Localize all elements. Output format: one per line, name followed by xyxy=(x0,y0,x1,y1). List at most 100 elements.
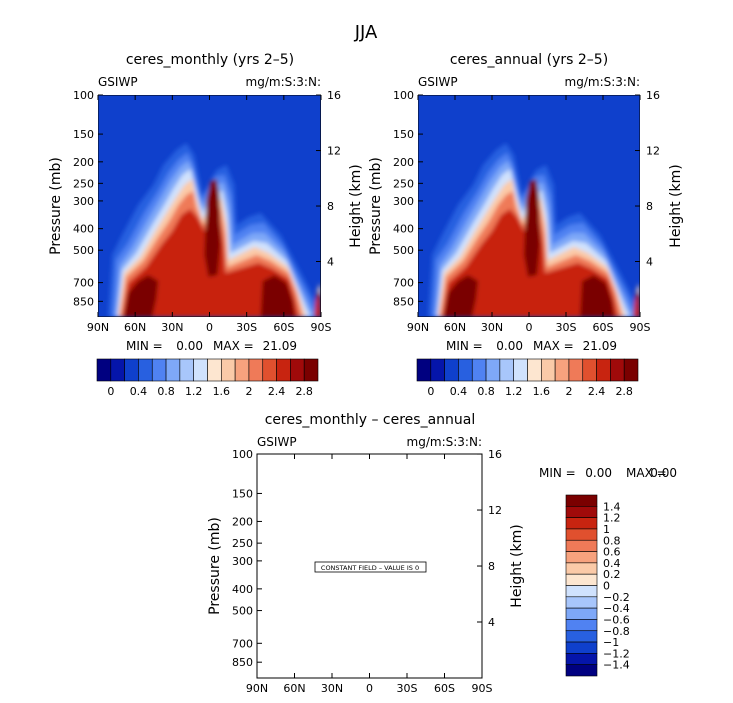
axes: 90N 60N 30N 0 30S 60S 90S 100 150 200 250 300 400 500… xyxy=(232,448,502,695)
x-tick-label: 0 xyxy=(526,321,533,334)
panel-ceres-monthly: ceres_monthly (yrs 2–5) GSIWP mg/m:S:3:N… xyxy=(48,52,364,398)
colorbar-swatch xyxy=(565,641,598,654)
y-tick-label: 400 xyxy=(73,223,94,236)
y-tick-label: 150 xyxy=(232,487,253,500)
y-tick-label: 850 xyxy=(393,295,414,308)
x-tick-label: 60S xyxy=(434,682,455,695)
colorbar-tick-label: 0 xyxy=(603,580,610,593)
y-tick-label: 250 xyxy=(73,177,94,190)
colorbar-swatch xyxy=(138,358,153,382)
colorbar-swatch xyxy=(96,358,112,382)
y-tick-label: 400 xyxy=(393,223,414,236)
colorbar-swatch xyxy=(568,358,584,382)
y-tick-label: 150 xyxy=(73,128,94,141)
y2-tick-label: 4 xyxy=(488,616,495,629)
y-tick-label: 850 xyxy=(73,295,94,308)
colorbar-tick-label: −0.6 xyxy=(603,613,630,626)
variable-label: GSIWP xyxy=(257,435,297,449)
colorbar-swatch xyxy=(430,358,445,382)
max-label: MAX = xyxy=(213,339,254,353)
colorbar-tick-label: 0.8 xyxy=(477,385,495,398)
colorbar-tick-label: −0.4 xyxy=(603,602,630,615)
colorbar: 0 0.4 0.8 1.2 1.6 2 2.4 2.8 xyxy=(96,358,319,398)
y-tick-label: 250 xyxy=(232,537,253,550)
colorbar-swatch xyxy=(565,585,598,598)
y-tick-label: 200 xyxy=(232,515,253,528)
colorbar-tick-label: 0.4 xyxy=(130,385,148,398)
constant-field-label: CONSTANT FIELD – VALUE IS 0 xyxy=(321,564,419,572)
colorbar-swatch xyxy=(193,358,208,382)
colorbar-tick-label: 1.2 xyxy=(603,512,621,525)
colorbar-swatch xyxy=(303,358,319,382)
y-tick-label: 400 xyxy=(232,583,253,596)
x-tick-label: 90N xyxy=(407,321,429,334)
colorbar-swatch xyxy=(623,358,639,382)
y2-tick-label: 16 xyxy=(327,89,341,102)
x-tick-label: 90N xyxy=(246,682,268,695)
colorbar-swatch xyxy=(262,358,277,382)
colorbar-tick-label: −0.8 xyxy=(603,625,630,638)
colorbar-tick-label: 1.6 xyxy=(533,385,551,398)
constant-field-box xyxy=(314,561,427,573)
colorbar-swatch xyxy=(565,539,598,552)
colorbar-swatch xyxy=(541,358,556,382)
colorbar-swatch xyxy=(565,607,598,620)
y-axis-label: Pressure (mb) xyxy=(368,157,384,255)
colorbar-swatch xyxy=(565,596,598,609)
colorbar-tick-label: −0.2 xyxy=(603,591,630,604)
panel-title: ceres_monthly (yrs 2–5) xyxy=(126,52,294,68)
contour-field xyxy=(418,95,640,317)
colorbar-tick-label: 1 xyxy=(603,523,610,536)
colorbar-swatch xyxy=(513,358,528,382)
colorbar-tick-label: −1.4 xyxy=(603,659,630,672)
x-tick-label: 60S xyxy=(593,321,614,334)
colorbar-tick-label: 2 xyxy=(245,385,252,398)
y-tick-label: 500 xyxy=(232,605,253,618)
x-tick-label: 30S xyxy=(236,321,257,334)
y2-axis-label: Height (km) xyxy=(348,164,364,247)
y-tick-label: 100 xyxy=(393,89,414,102)
y2-tick-label: 4 xyxy=(327,256,334,269)
y-tick-label: 100 xyxy=(73,89,94,102)
y-axis-label: Pressure (mb) xyxy=(207,517,223,615)
min-label: MIN = xyxy=(539,466,576,480)
y2-tick-label: 12 xyxy=(488,504,502,517)
colorbar-swatch xyxy=(565,630,598,643)
y-tick-label: 700 xyxy=(393,277,414,290)
y-tick-label: 500 xyxy=(73,244,94,257)
colorbar-tick-label: 0.8 xyxy=(157,385,175,398)
colorbar-swatch xyxy=(276,358,291,382)
max-value: 0.00 xyxy=(650,466,677,480)
colorbar-tick-label: −1 xyxy=(603,636,619,649)
y-tick-label: 150 xyxy=(393,128,414,141)
colorbar-swatch xyxy=(565,506,598,518)
colorbar-swatch xyxy=(207,358,222,382)
variable-label: GSIWP xyxy=(418,75,458,89)
colorbar-tick-label: −1.2 xyxy=(603,647,630,660)
colorbar-tick-label: 1.2 xyxy=(185,385,203,398)
units-label: mg/m:S:3:N: xyxy=(407,435,482,449)
colorbar-swatch xyxy=(471,358,487,382)
colorbar-swatch xyxy=(527,358,542,382)
axes: 90N 60N 30N 0 30S 60S 90S 100 150 200 250 300 400 500… xyxy=(393,89,660,334)
colorbar-swatch xyxy=(610,358,625,382)
contour-core-north xyxy=(124,275,159,317)
panel-ceres-annual: ceres_annual (yrs 2–5) GSIWP mg/m:S:3:N: xyxy=(368,52,684,398)
x-tick-label: 0 xyxy=(366,682,373,695)
colorbar-tick-label: 2.8 xyxy=(295,385,313,398)
colorbar-swatch xyxy=(565,619,598,632)
y-tick-label: 300 xyxy=(73,195,94,208)
y-tick-label: 250 xyxy=(393,177,414,190)
season-title: JJA xyxy=(354,22,378,43)
min-label: MIN = xyxy=(126,339,163,353)
units-label: mg/m:S:3:N: xyxy=(565,75,640,89)
y2-tick-label: 16 xyxy=(488,448,502,461)
colorbar-tick-label: 2 xyxy=(565,385,572,398)
x-tick-label: 30N xyxy=(321,682,343,695)
y2-axis-label: Height (km) xyxy=(509,524,525,607)
colorbar-swatch xyxy=(565,653,598,665)
y-tick-label: 700 xyxy=(73,277,94,290)
y2-tick-label: 12 xyxy=(327,145,341,158)
colorbar-tick-label: 2.8 xyxy=(615,385,633,398)
min-value: 0.00 xyxy=(585,466,612,480)
